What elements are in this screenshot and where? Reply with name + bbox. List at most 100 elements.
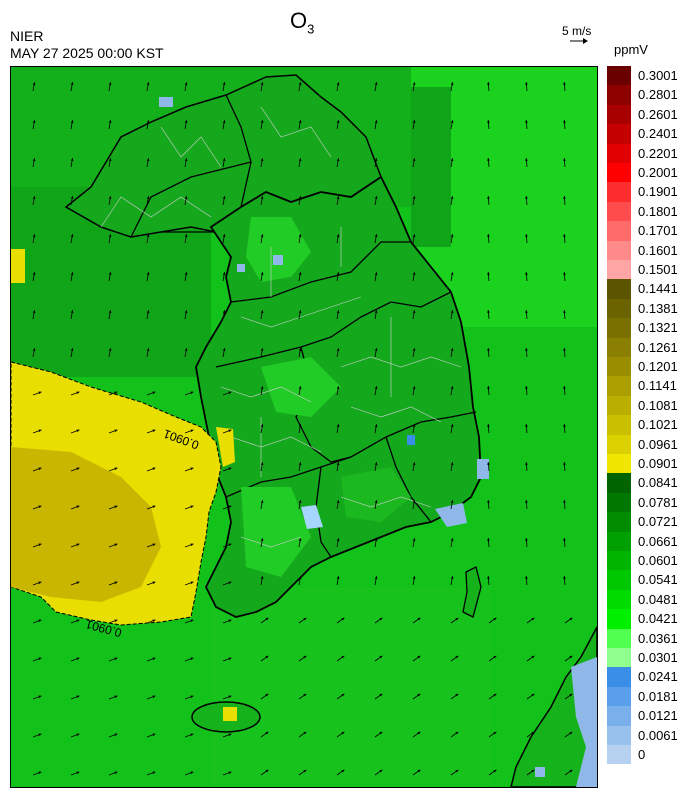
legend-label: 0.1201 [638, 359, 678, 374]
wind-vector-head [228, 581, 232, 585]
wind-vector-head [336, 234, 340, 238]
wind-vector-head [108, 196, 112, 200]
wind-vector-head [450, 424, 454, 428]
wind-vector-head [450, 310, 454, 314]
wind-vector-head [412, 500, 416, 504]
wind-vector-head [152, 619, 156, 623]
wind-vector-head [146, 82, 150, 86]
wind-vector-head [450, 576, 454, 580]
legend-label: 0.0121 [638, 708, 678, 724]
east-sea-dark-band [411, 87, 451, 247]
wind-vector-head [563, 386, 566, 389]
wind-vector-head [450, 500, 454, 504]
wind-vector-head [563, 310, 566, 313]
legend-label: 0.0781 [638, 494, 678, 510]
wind-vector-head [146, 158, 150, 162]
legend-swatch [607, 434, 631, 454]
legend-swatch [607, 454, 631, 474]
wind-vector-head [487, 462, 490, 465]
wind-vector-head [32, 234, 36, 238]
legend-swatch [607, 492, 631, 513]
wind-vector-head [114, 467, 118, 471]
wind-vector-head [114, 771, 118, 775]
legend-label: 0.0721 [638, 514, 678, 530]
wind-vector-head [336, 576, 340, 580]
low-ozone-spot-5 [477, 459, 489, 479]
wind-vector-head [450, 120, 454, 124]
wind-vector-head [76, 505, 80, 509]
wind-vector-head [379, 617, 383, 621]
wind-vector-head [146, 348, 150, 352]
wind-vector-head [374, 158, 378, 162]
wind-vector-head [108, 310, 112, 314]
wind-vector-head [374, 462, 378, 466]
legend-swatch [607, 745, 631, 765]
wind-vector-head [412, 310, 416, 314]
wind-vector-head [228, 657, 232, 661]
legend-label: 0.0841 [638, 475, 678, 491]
wind-vector-head [298, 310, 302, 314]
wind-vector-head [412, 576, 416, 580]
wind-vector-head [114, 429, 118, 433]
wind-vector-head [531, 693, 535, 697]
wind-vector-head [260, 234, 264, 238]
wind-vector-head [70, 196, 74, 200]
wind-vector-head [569, 769, 573, 773]
legend-swatch [607, 376, 631, 396]
wind-vector-head [412, 272, 416, 276]
legend-label: 0.0541 [638, 572, 678, 588]
legend-label: 0.0901 [638, 456, 678, 471]
wind-vector-head [76, 429, 80, 433]
wind-vector-head [374, 310, 378, 314]
legend-label: 0.1321 [638, 320, 678, 336]
wind-vector-head [455, 693, 459, 697]
wind-vector-head [298, 386, 302, 390]
legend-swatch [607, 706, 631, 726]
wind-vector-head [76, 391, 80, 395]
wind-vector-head [374, 500, 378, 504]
wind-vector-head [412, 120, 416, 124]
wind-vector-head [563, 196, 566, 199]
wind-vector-head [487, 538, 490, 541]
wind-vector-head [76, 543, 80, 547]
wind-vector-head [260, 158, 264, 162]
wind-vector-head [341, 693, 345, 697]
ozone-map[interactable]: 0.0901 0.0901 [10, 66, 598, 788]
legend-label: 0.0361 [638, 630, 678, 646]
wind-vector-head [222, 120, 226, 124]
wind-vector-head [38, 733, 42, 737]
legend-swatch [607, 279, 631, 299]
legend-swatch [607, 66, 631, 86]
tsushima-island [462, 566, 482, 618]
wind-vector-head [298, 462, 302, 466]
wind-vector-head [108, 348, 112, 352]
wind-vector-head [563, 234, 566, 237]
wind-vector-head [265, 693, 269, 697]
legend-swatch [607, 163, 631, 183]
title-subscript: 3 [307, 21, 315, 37]
wind-vector-head [222, 348, 226, 352]
wind-vector-head [487, 234, 490, 237]
legend-label: 0.0241 [638, 669, 678, 685]
wind-vector-head [260, 424, 264, 428]
wind-vector-head [228, 695, 232, 699]
wind-vector-head [336, 158, 340, 162]
title-main: O [290, 8, 308, 33]
wind-vector-head [412, 424, 416, 428]
wind-vector-head [70, 120, 74, 124]
wind-vector-head [260, 272, 264, 276]
wind-vector-head [76, 771, 80, 775]
wind-vector-head [569, 731, 573, 735]
wind-vector-head [76, 733, 80, 737]
wind-vector-head [184, 158, 188, 162]
wind-vector-head [184, 82, 188, 86]
wind-vector-head [336, 272, 340, 276]
northern-province-boundary [161, 94, 252, 233]
wind-vector-head [38, 429, 42, 433]
wind-vector-head [114, 543, 118, 547]
legend-label: 0.2801 [638, 87, 678, 103]
wind-vector-head [222, 234, 226, 238]
wind-vector-head [336, 310, 340, 314]
wind-vector-head [455, 731, 459, 735]
wind-vector-head [525, 272, 528, 275]
